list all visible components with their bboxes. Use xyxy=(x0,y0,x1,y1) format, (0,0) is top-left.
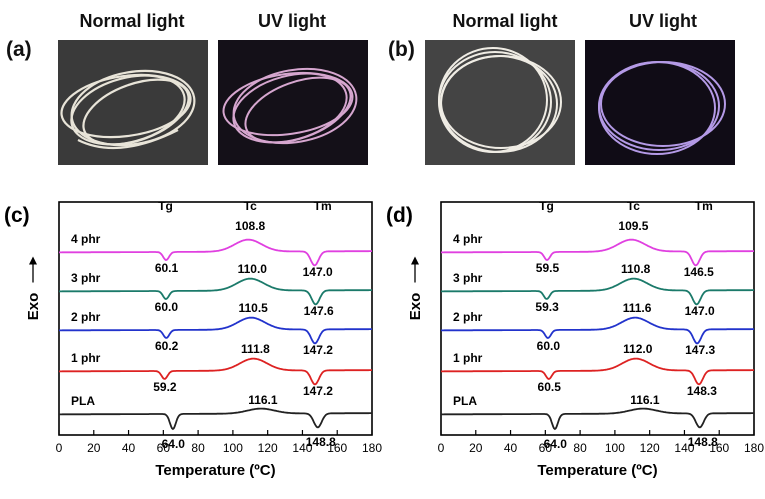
data-label: 110.8 xyxy=(621,262,651,276)
data-label: 148.8 xyxy=(306,435,336,449)
data-label: 110.5 xyxy=(238,301,268,315)
data-label: 109.5 xyxy=(618,219,648,233)
series-line-PLA xyxy=(441,407,754,431)
x-tick-label: 180 xyxy=(362,441,382,455)
data-label: 111.6 xyxy=(623,301,652,315)
data-label: 60.5 xyxy=(538,380,562,394)
series-label: 1 phr xyxy=(71,351,101,365)
photo-a-normal-title: Normal light xyxy=(79,11,185,31)
photo-b-uv-light xyxy=(585,40,735,165)
photo-b-normal-title: Normal light xyxy=(452,11,558,31)
data-label: 60.0 xyxy=(155,300,179,314)
data-label: 147.0 xyxy=(685,304,715,318)
panel-label-a: (a) xyxy=(6,38,32,61)
data-label: 116.1 xyxy=(248,393,278,407)
series-line-PLA xyxy=(59,407,372,431)
x-tick-label: 80 xyxy=(191,441,205,455)
series-label: 4 phr xyxy=(453,232,483,246)
x-tick-label: 180 xyxy=(744,441,764,455)
series-line-3-phr xyxy=(59,277,372,306)
exo-arrow-head xyxy=(29,256,37,265)
data-label: 148.3 xyxy=(687,384,717,398)
x-tick-label: 100 xyxy=(605,441,625,455)
column-label-tm: Tm xyxy=(695,199,713,213)
series-label: 4 phr xyxy=(71,232,101,246)
data-label: 59.3 xyxy=(535,300,559,314)
column-label-tm: Tm xyxy=(314,199,332,213)
column-label-tg: Tg xyxy=(158,199,173,213)
column-label-tc: Tc xyxy=(244,199,257,213)
series-label: PLA xyxy=(71,394,95,408)
panel-label: (c) xyxy=(4,204,30,227)
dsc-chart-d: (d) 0 20 40 60 80 100 120 140 160 180 Temperature (… xyxy=(386,199,764,479)
photo-b-uv-title: UV light xyxy=(629,11,697,31)
series-label: 1 phr xyxy=(453,351,483,365)
data-label: 112.0 xyxy=(623,342,653,356)
x-tick-label: 140 xyxy=(674,441,694,455)
x-tick-label: 140 xyxy=(292,441,312,455)
x-tick-label: 160 xyxy=(327,441,347,455)
plot-frame xyxy=(440,201,755,436)
data-label: 110.0 xyxy=(238,262,268,276)
series-line-4-phr xyxy=(59,238,372,267)
photo-a-normal-light xyxy=(58,40,208,165)
data-label: 108.8 xyxy=(235,219,265,233)
series-line-2-phr xyxy=(441,316,754,345)
series-label: 2 phr xyxy=(71,310,101,324)
data-label: 64.0 xyxy=(544,437,568,451)
panel-label: (d) xyxy=(386,204,413,227)
x-tick-label: 40 xyxy=(122,441,136,455)
x-tick-label: 60 xyxy=(157,441,171,455)
series-line-3-phr xyxy=(441,277,754,306)
data-label: 147.2 xyxy=(303,384,333,398)
data-label: 111.8 xyxy=(241,342,270,356)
data-label: 146.5 xyxy=(684,265,714,279)
series-label: 3 phr xyxy=(453,271,483,285)
series-line-1-phr xyxy=(59,357,372,386)
data-label: 64.0 xyxy=(162,437,186,451)
data-label: 116.1 xyxy=(630,393,660,407)
data-label: 59.2 xyxy=(153,380,177,394)
series-label: PLA xyxy=(453,394,477,408)
series-label: 3 phr xyxy=(71,271,101,285)
data-label: 60.2 xyxy=(155,339,179,353)
x-tick-label: 160 xyxy=(709,441,729,455)
data-label: 60.0 xyxy=(537,339,561,353)
x-tick-label: 120 xyxy=(258,441,278,455)
y-axis-label: Exo xyxy=(25,293,42,321)
data-label: 60.1 xyxy=(155,261,179,275)
x-axis-label: Temperature (ºC) xyxy=(537,462,657,479)
dsc-chart-c: (c) 0 20 40 60 80 100 120 140 160 180 Temperature (… xyxy=(4,199,382,479)
plot-frame xyxy=(58,201,373,436)
series-line-4-phr xyxy=(441,238,754,267)
x-tick-label: 0 xyxy=(56,441,63,455)
x-tick-label: 40 xyxy=(504,441,518,455)
data-label: 147.6 xyxy=(304,304,334,318)
x-tick-label: 60 xyxy=(539,441,553,455)
x-tick-label: 120 xyxy=(640,441,660,455)
data-label: 147.3 xyxy=(685,343,715,357)
photo-b-normal-light xyxy=(425,40,575,165)
data-label: 59.5 xyxy=(536,261,560,275)
column-label-tc: Tc xyxy=(627,199,640,213)
series-line-1-phr xyxy=(441,357,754,386)
x-tick-label: 20 xyxy=(469,441,483,455)
x-axis-label: Temperature (ºC) xyxy=(155,462,275,479)
photo-a-uv-light xyxy=(218,40,368,165)
x-tick-label: 100 xyxy=(223,441,243,455)
x-tick-label: 0 xyxy=(438,441,445,455)
x-tick-label: 80 xyxy=(573,441,587,455)
photo-a-uv-title: UV light xyxy=(258,11,326,31)
panel-label-b: (b) xyxy=(388,38,415,61)
column-label-tg: Tg xyxy=(539,199,554,213)
series-line-2-phr xyxy=(59,316,372,345)
series-label: 2 phr xyxy=(453,310,483,324)
y-axis-label: Exo xyxy=(407,293,424,321)
data-label: 148.8 xyxy=(688,435,718,449)
data-label: 147.0 xyxy=(303,265,333,279)
x-tick-label: 20 xyxy=(87,441,101,455)
exo-arrow-head xyxy=(411,256,419,265)
data-label: 147.2 xyxy=(303,343,333,357)
